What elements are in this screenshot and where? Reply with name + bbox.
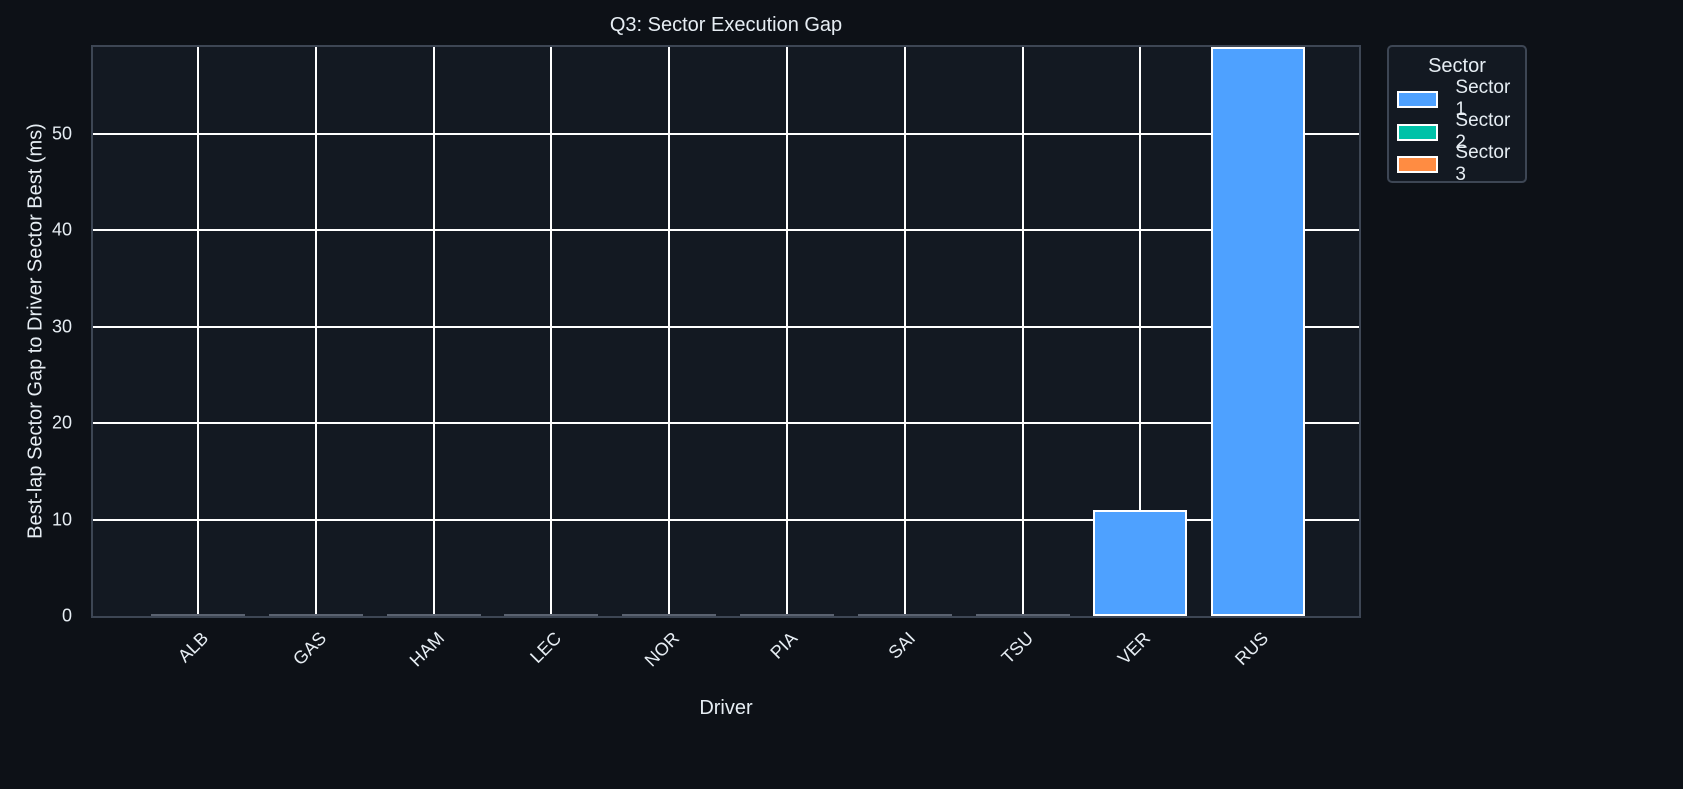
y-tick-label: 50 bbox=[51, 123, 72, 144]
x-tick-label-ham: HAM bbox=[405, 628, 448, 671]
y-tick-label: 0 bbox=[61, 605, 72, 626]
legend-label: Sector 1 bbox=[1455, 77, 1511, 120]
gridline-x-ham bbox=[432, 47, 435, 616]
x-tick-label-gas: GAS bbox=[288, 628, 330, 670]
legend-label: Sector 3 bbox=[1455, 142, 1511, 185]
bar-nor-sector-1 bbox=[622, 614, 717, 616]
y-tick-label: 40 bbox=[51, 219, 72, 240]
bar-ver-sector-1 bbox=[1093, 509, 1188, 616]
gridline-x-lec bbox=[550, 47, 553, 616]
gridline-y-30 bbox=[93, 325, 1359, 328]
gridline-x-nor bbox=[668, 47, 671, 616]
legend-label: Sector 2 bbox=[1455, 110, 1511, 153]
gridline-x-gas bbox=[314, 47, 317, 616]
legend-item-sector-1: Sector 1 bbox=[1397, 77, 1525, 120]
bar-gas-sector-1 bbox=[268, 614, 363, 616]
y-axis-label: Best-lap Sector Gap to Driver Sector Bes… bbox=[24, 123, 47, 539]
chart-title: Q3: Sector Execution Gap bbox=[609, 14, 843, 36]
bar-ham-sector-1 bbox=[386, 614, 481, 616]
x-tick-label-rus: RUS bbox=[1231, 628, 1273, 670]
x-tick-label-lec: LEC bbox=[526, 628, 566, 667]
legend-item-sector-2: Sector 2 bbox=[1397, 110, 1525, 153]
x-tick-label-alb: ALB bbox=[173, 628, 213, 667]
x-tick-label-pia: PIA bbox=[766, 628, 802, 663]
gridline-y-40 bbox=[93, 229, 1359, 232]
bar-lec-sector-1 bbox=[504, 614, 599, 616]
bar-tsu-sector-1 bbox=[975, 614, 1070, 616]
gridline-x-sai bbox=[903, 47, 906, 616]
legend-swatch-sector-3 bbox=[1397, 155, 1439, 173]
gridline-x-pia bbox=[786, 47, 788, 616]
legend-item-sector-3: Sector 3 bbox=[1397, 142, 1525, 185]
y-tick-label: 30 bbox=[51, 316, 72, 337]
bar-alb-sector-1 bbox=[151, 614, 245, 616]
gridline-y-10 bbox=[93, 518, 1359, 521]
bar-rus-sector-1 bbox=[1211, 47, 1306, 616]
x-tick-label-tsu: TSU bbox=[997, 628, 1037, 668]
bar-pia-sector-1 bbox=[740, 614, 834, 616]
x-axis-label: Driver bbox=[699, 697, 753, 719]
y-tick-label: 20 bbox=[51, 412, 72, 433]
gridline-x-ver bbox=[1139, 47, 1142, 616]
legend: Sector Sector 1 Sector 2 Sector 3 bbox=[1387, 45, 1527, 185]
gridline-y-20 bbox=[93, 422, 1359, 425]
legend-swatch-sector-1 bbox=[1397, 90, 1439, 108]
plot-area bbox=[91, 45, 1361, 618]
x-tick-label-nor: NOR bbox=[640, 628, 684, 671]
legend-title: Sector bbox=[1428, 55, 1486, 77]
bar-sai-sector-1 bbox=[857, 614, 952, 616]
x-tick-label-sai: SAI bbox=[884, 628, 919, 663]
gridline-x-tsu bbox=[1021, 47, 1024, 616]
gridline-x-alb bbox=[197, 47, 199, 616]
x-tick-label-ver: VER bbox=[1114, 628, 1155, 669]
y-tick-label: 10 bbox=[51, 509, 72, 530]
gridline-y-50 bbox=[93, 132, 1359, 135]
legend-swatch-sector-2 bbox=[1397, 123, 1439, 141]
